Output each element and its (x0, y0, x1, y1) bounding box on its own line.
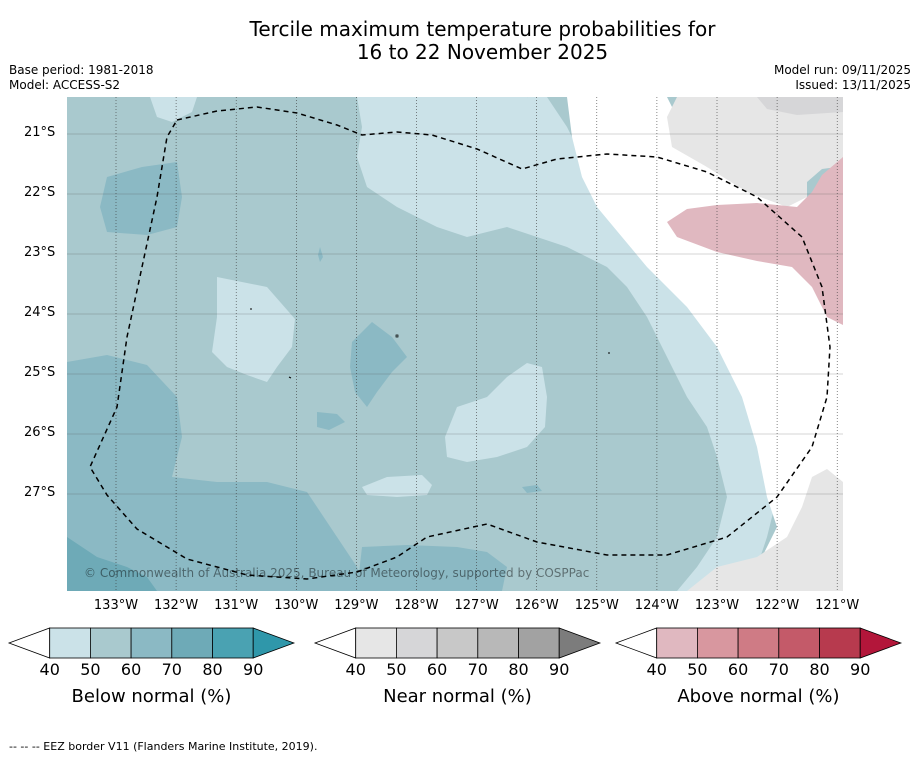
y-tick-label: 24°S (24, 305, 56, 320)
meta-right: Model run: 09/11/2025 Issued: 13/11/2025 (774, 63, 911, 93)
colorbar-tick-label: 90 (549, 660, 570, 679)
colorbar-extend-low (7, 627, 51, 659)
grid-lines (115, 97, 838, 591)
x-tick-label: 132°W (154, 598, 199, 613)
colorbar-segment (49, 627, 91, 659)
x-tick-label: 125°W (574, 598, 619, 613)
colorbar-segment (477, 627, 519, 659)
colorbar-extend-high (252, 627, 296, 659)
colorbar-tick-label: 80 (202, 660, 223, 679)
region-below-40-50-center (445, 363, 547, 462)
y-tick-label: 27°S (24, 485, 56, 500)
colorbar-tick-label: 60 (727, 660, 749, 679)
colorbar-tick-label: 80 (809, 660, 830, 679)
region-below-70-80-sw (67, 537, 157, 591)
colorbar-segment (355, 627, 397, 659)
region-below-40-50-nw (150, 97, 197, 122)
title-line-1: Tercile maximum temperature probabilitie… (249, 17, 716, 41)
region-below-60-70-tiny (318, 247, 323, 262)
colorbar-tick-label: 60 (120, 660, 142, 679)
colorbar-title: Near normal (%) (383, 686, 532, 707)
region-below-60-70-central (350, 322, 407, 407)
region-near-40-50-ne (667, 97, 843, 207)
y-tick-label: 25°S (24, 365, 56, 380)
colorbar-segment (395, 627, 438, 659)
region-below-60-70-south (357, 545, 507, 591)
colorbar-tick-label: 90 (243, 660, 264, 679)
colorbar-title: Above normal (%) (677, 686, 840, 707)
colorbar-segment (130, 627, 173, 659)
region-below-40-50-south (362, 475, 432, 497)
y-tick-label: 23°S (24, 245, 56, 260)
region-below-60-70-west (100, 162, 182, 235)
x-tick-label: 130°W (274, 598, 319, 613)
colorbar-tick-label: 70 (161, 660, 182, 679)
x-tick-label: 128°W (394, 598, 439, 613)
colorbar-title: Below normal (%) (71, 686, 232, 707)
colorbar-segment (90, 627, 132, 659)
colorbars (7, 627, 903, 659)
colorbar-segment (737, 627, 780, 659)
small-island (395, 334, 399, 338)
region-above-40-50 (667, 157, 843, 325)
colorbar-tick-label: 90 (850, 660, 871, 679)
region-below-40-50-west (212, 277, 295, 382)
colorbar-tick-label: 70 (467, 660, 488, 679)
small-island-4 (288, 376, 292, 379)
model-run: Model run: 09/11/2025 (773, 63, 911, 77)
latitude-lines (67, 133, 843, 495)
colorbar-segment (819, 627, 861, 659)
colorbar-extend-high (859, 627, 903, 659)
colorbar-tick-label: 50 (687, 660, 708, 679)
colorbar-extend-low (614, 627, 658, 659)
colorbar-segment (171, 627, 213, 659)
colorbar-extend-high (558, 627, 602, 659)
region-near-50-60-ne (757, 97, 843, 115)
title-line-2: 16 to 22 November 2025 (356, 40, 609, 64)
x-tick-label: 124°W (634, 598, 679, 613)
colorbar-tick-label: 60 (426, 660, 448, 679)
x-tick-label: 131°W (214, 598, 259, 613)
y-tick-label: 21°S (24, 125, 56, 140)
region-near-40-50-se (687, 469, 843, 591)
x-tick-label: 126°W (514, 598, 559, 613)
eez-border (89, 106, 831, 580)
colorbar-tick-label: 50 (386, 660, 407, 679)
colorbar-tick-label: 40 (345, 660, 366, 679)
region-below-60-70-sw (67, 355, 367, 591)
x-tick-label: 123°W (694, 598, 740, 613)
x-tick-label: 127°W (454, 598, 499, 613)
meta-left: Base period: 1981-2018 Model: ACCESS-S2 (9, 63, 154, 93)
chart-title: Tercile maximum temperature probabilitie… (0, 18, 919, 64)
model-name: Model: ACCESS-S2 (9, 78, 121, 92)
probability-map (67, 97, 843, 591)
colorbar-tick-label: 70 (768, 660, 789, 679)
issued-date: Issued: 13/11/2025 (795, 78, 911, 92)
y-tick-label: 26°S (24, 425, 56, 440)
colorbar-segment (778, 627, 820, 659)
x-tick-label: 122°W (755, 598, 800, 613)
colorbar-segment (436, 627, 479, 659)
colorbar-segment (697, 627, 739, 659)
region-below-60-70-small (317, 412, 345, 430)
x-tick-label: 129°W (334, 598, 379, 613)
y-tick-label: 22°S (24, 185, 56, 200)
colorbar-segment (518, 627, 560, 659)
colorbar-tick-label: 40 (646, 660, 667, 679)
copyright-notice: © Commonwealth of Australia 2025, Bureau… (84, 566, 590, 580)
colorbar-segment (656, 627, 698, 659)
colorbar-tick-label: 50 (80, 660, 101, 679)
region-below-40-50-north-b (357, 97, 787, 591)
colorbar-segment (212, 627, 254, 659)
x-tick-label: 121°W (815, 598, 860, 613)
colorbar-tick-label: 40 (39, 660, 60, 679)
base-period: Base period: 1981-2018 (9, 63, 154, 77)
eez-footnote: -- -- -- EEZ border V11 (Flanders Marine… (9, 740, 318, 753)
x-tick-label: 133°W (93, 598, 139, 613)
colorbar-tick-label: 80 (508, 660, 529, 679)
colorbar-extend-low (313, 627, 357, 659)
